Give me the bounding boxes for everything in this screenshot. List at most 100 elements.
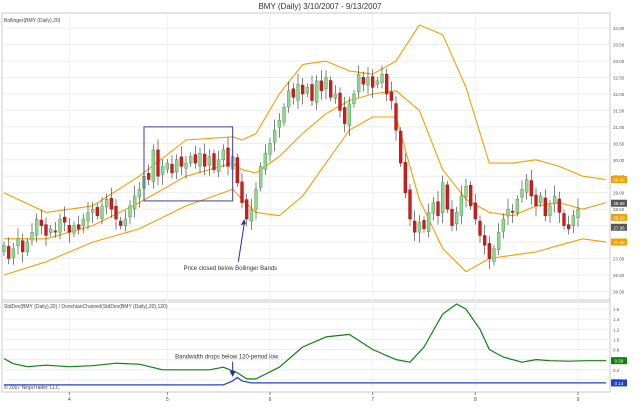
bandwidth-line — [3, 303, 606, 380]
candle-down — [240, 181, 244, 203]
price-y-tick-label: 27.00 — [613, 257, 625, 262]
candle-up — [347, 103, 351, 126]
candle-down — [77, 224, 81, 230]
indicator-value-tag-label: 0.58 — [615, 359, 624, 364]
candle-up — [49, 228, 53, 233]
candle-up — [553, 195, 557, 205]
candle-down — [7, 246, 11, 259]
candle-up — [273, 129, 277, 143]
candle-down — [170, 163, 174, 174]
candle-up — [333, 93, 337, 99]
candle-up — [417, 222, 421, 233]
candle-down — [403, 161, 407, 193]
indicator-value-tag — [611, 357, 627, 365]
candle-up — [525, 179, 529, 193]
candle-down — [95, 206, 99, 216]
candle-up — [263, 153, 267, 170]
price-annotation-arrow — [237, 222, 245, 262]
candle-down — [389, 91, 393, 101]
candle-down — [469, 184, 473, 207]
candle-down — [567, 224, 571, 230]
x-tick-label: 5 — [166, 397, 169, 403]
price-value-tag-label: 28.23 — [613, 215, 625, 220]
x-tick-label: 8 — [474, 397, 477, 403]
candle-up — [91, 208, 95, 213]
candle-down — [483, 235, 487, 246]
price-y-tick-label: 31.50 — [613, 108, 625, 113]
candle-up — [431, 202, 435, 214]
indicator-y-tick-label: 0.4 — [613, 368, 620, 373]
candle-up — [30, 231, 34, 241]
price-value-tag — [611, 199, 627, 207]
candle-up — [72, 225, 76, 234]
price-y-tick-label: 34.00 — [613, 26, 625, 31]
indicator-lines — [3, 303, 606, 386]
bandwidth-annotation-text: Bandwidth drops below 120-period low — [175, 355, 279, 361]
candle-up — [133, 195, 137, 210]
indicator-y-tick-label: 1.6 — [613, 307, 620, 312]
candle-up — [459, 195, 463, 216]
candle-up — [249, 208, 253, 222]
candle-up — [198, 153, 202, 167]
price-y-tick-label: 31.00 — [613, 125, 625, 130]
candle-down — [39, 219, 43, 226]
indicator-y-tick-label: 1.2 — [613, 327, 620, 332]
candle-up — [282, 106, 286, 123]
candle-up — [277, 120, 281, 128]
candle-down — [235, 157, 239, 184]
candle-up — [25, 241, 29, 253]
candle-down — [534, 194, 538, 207]
candle-down — [310, 84, 314, 101]
candle-up — [287, 90, 291, 108]
candle-up — [305, 87, 309, 94]
candle-up — [175, 159, 179, 173]
candle-down — [119, 220, 123, 226]
candle-up — [151, 149, 155, 182]
price-annotation-text: Price closed below Bollinger Bands — [183, 266, 277, 272]
price-value-tag-label: 27.96 — [613, 225, 625, 230]
candle-down — [478, 220, 482, 236]
candle-up — [315, 80, 319, 103]
indicator-y-tick-label: 1.0 — [613, 337, 620, 342]
candle-up — [268, 143, 272, 155]
candle-up — [254, 189, 258, 210]
candle-down — [114, 205, 118, 220]
candle-down — [450, 208, 454, 226]
price-y-tick-label: 33.00 — [613, 59, 625, 64]
candle-up — [2, 245, 6, 253]
price-value-tag — [611, 223, 627, 231]
candle-up — [357, 74, 361, 93]
candle-down — [557, 198, 561, 213]
candle-down — [436, 201, 440, 216]
candle-down — [562, 213, 566, 226]
candle-up — [506, 208, 510, 217]
candle-down — [203, 153, 207, 167]
candle-down — [67, 225, 71, 233]
candle-down — [291, 88, 295, 98]
price-value-tag — [611, 176, 627, 184]
candle-down — [147, 173, 151, 180]
candle-up — [221, 149, 225, 160]
x-tick-label: 6 — [269, 397, 272, 403]
chart-title: BMY (Daily) 3/10/2007 - 9/13/2007 — [258, 2, 382, 11]
consolidation-box — [143, 126, 234, 202]
candle-up — [137, 189, 141, 198]
candle-down — [543, 197, 547, 216]
indicator-y-tick-label: 1.4 — [613, 317, 620, 322]
candle-up — [16, 238, 20, 246]
candle-down — [63, 216, 67, 223]
x-tick-label: 9 — [577, 397, 580, 403]
price-y-tick-label: 29.00 — [613, 191, 625, 196]
candle-up — [515, 199, 519, 213]
candle-up — [455, 212, 459, 224]
candle-down — [53, 230, 57, 233]
candle-up — [548, 205, 552, 216]
price-value-tag — [611, 213, 627, 221]
candle-down — [445, 184, 449, 210]
candle-down — [399, 130, 403, 164]
candle-up — [161, 166, 165, 175]
candle-down — [109, 198, 113, 210]
candle-up — [128, 205, 132, 218]
candle-up — [123, 218, 127, 226]
